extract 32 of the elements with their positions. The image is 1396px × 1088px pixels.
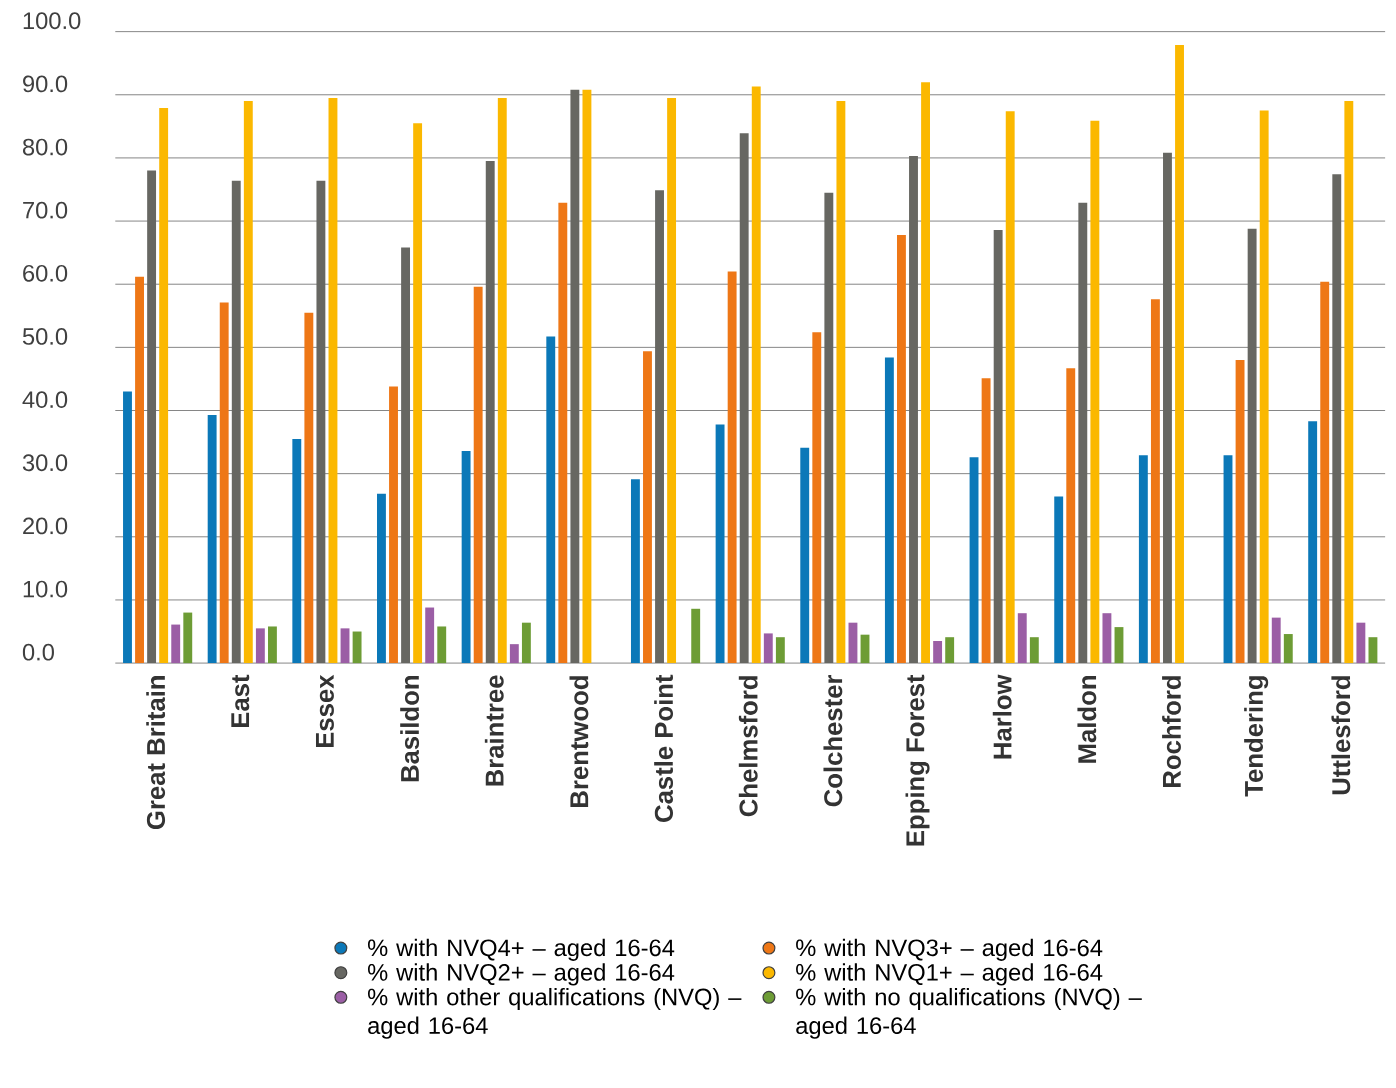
y-tick-label: 80.0 bbox=[22, 138, 68, 156]
y-tick-label: 60.0 bbox=[23, 264, 68, 282]
x-tick-label: Maldon bbox=[1077, 676, 1097, 763]
y-tick-label: 40.0 bbox=[22, 391, 68, 408]
y-tick-label: 100.0 bbox=[23, 12, 81, 30]
x-tick-label: Uttlesford bbox=[1331, 676, 1351, 795]
y-tick-label: 70.0 bbox=[23, 201, 68, 219]
x-tick-label: Great Britain bbox=[146, 676, 166, 830]
legend-label: % with NVQ3+ – aged 16-64 bbox=[796, 938, 1103, 961]
x-tick-label: Epping Forest bbox=[905, 674, 930, 846]
x-tick-label: Colchester bbox=[823, 674, 843, 807]
x-tick-label: Rochford bbox=[1162, 676, 1181, 787]
x-tick-label: Essex bbox=[315, 674, 334, 748]
y-tick-label: 20.0 bbox=[23, 517, 68, 535]
y-tick-label: 0.0 bbox=[22, 643, 54, 661]
legend-label: % with NVQ1+ – aged 16-64 bbox=[796, 963, 1103, 986]
x-tick-label: Castle Point bbox=[654, 674, 674, 822]
y-tick-label: 10.0 bbox=[23, 580, 68, 598]
x-tick-label: Brentwood bbox=[569, 676, 589, 807]
y-tick-label: 50.0 bbox=[22, 328, 68, 345]
x-tick-label: Tendering bbox=[1244, 676, 1269, 797]
legend-label: % with no qualifications (NVQ) – aged 16-64 bbox=[796, 987, 1142, 1039]
y-tick-label: 90.0 bbox=[23, 75, 68, 93]
x-tick-label: Basildon bbox=[400, 676, 420, 782]
x-tick-label: East bbox=[231, 674, 250, 728]
x-tick-label: Chelmsford bbox=[738, 676, 758, 817]
legend-label: % with NVQ2+ – aged 16-64 bbox=[367, 963, 675, 986]
x-tick-label: Harlow bbox=[992, 674, 1012, 759]
legend-label: % with NVQ4+ – aged 16-64 bbox=[367, 938, 675, 961]
y-tick-label: 30.0 bbox=[22, 454, 68, 472]
x-tick-label: Braintree bbox=[484, 675, 504, 786]
legend-label: % with other qualifications (NVQ) – aged 16-64 bbox=[367, 987, 742, 1039]
